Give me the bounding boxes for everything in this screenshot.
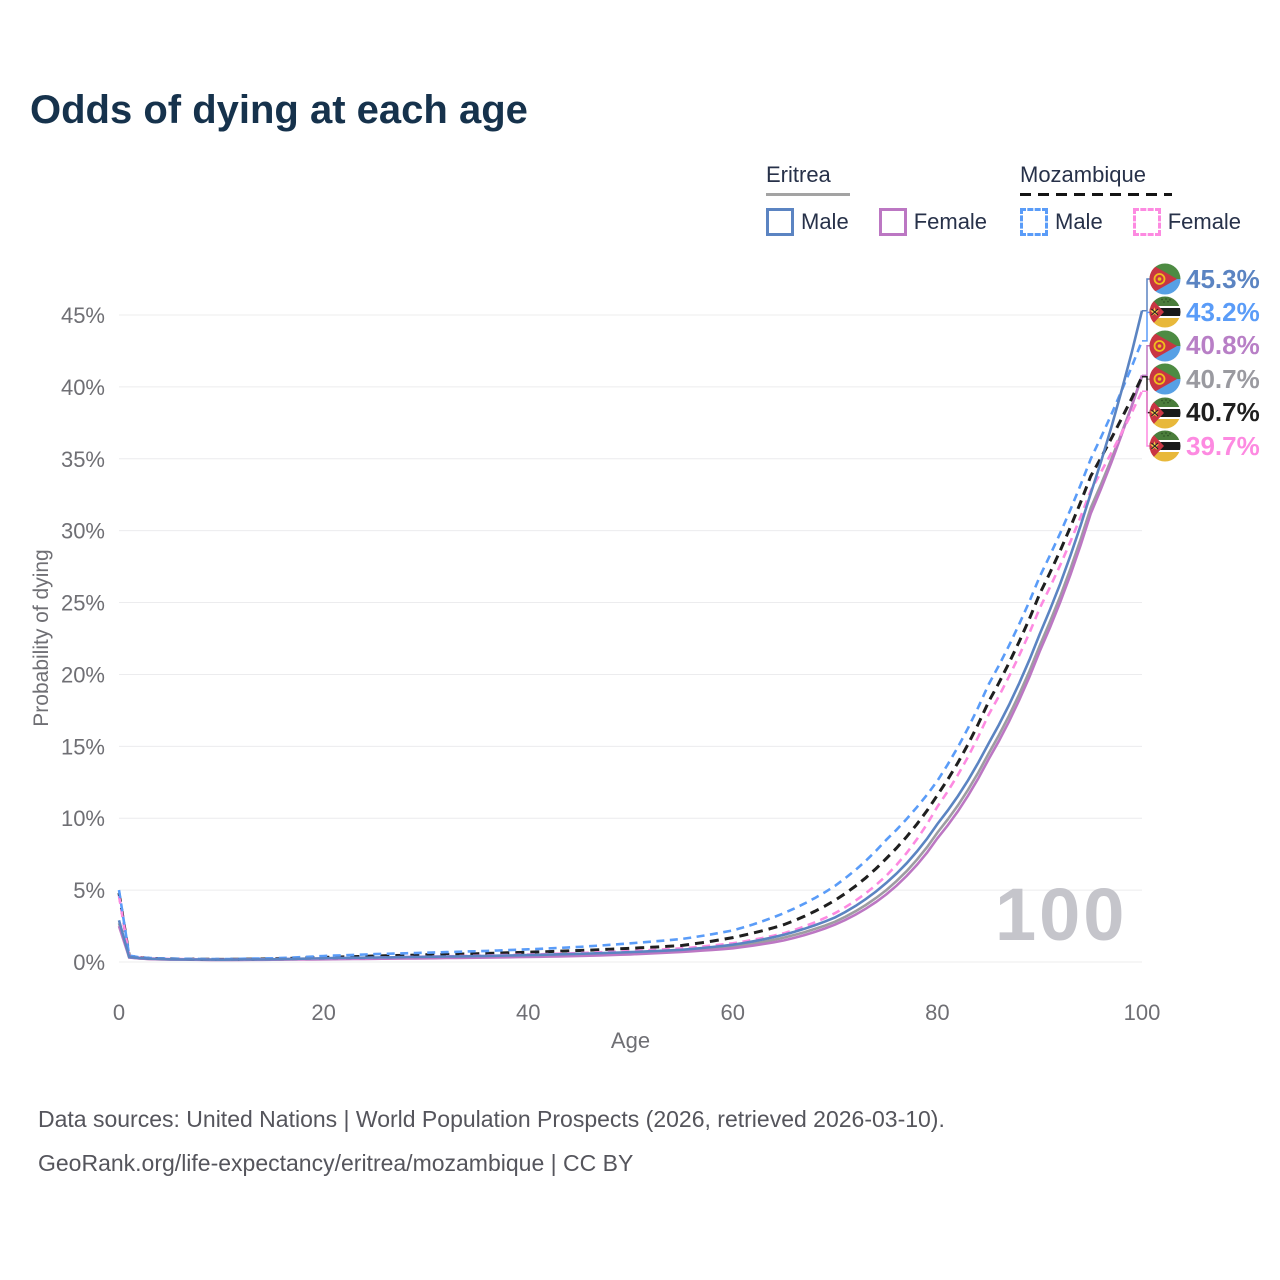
- y-tick-label: 35%: [61, 447, 105, 472]
- legend-item-mozambique-male[interactable]: Male: [1020, 208, 1103, 236]
- y-tick-label: 10%: [61, 806, 105, 831]
- y-tick-label: 5%: [73, 878, 105, 903]
- x-tick-label: 40: [516, 1000, 540, 1025]
- legend-item-label: Female: [913, 209, 988, 234]
- mozambique-flag-icon: [1149, 397, 1181, 429]
- y-tick-label: 40%: [61, 375, 105, 400]
- end-value-label: 40.7%: [1186, 363, 1260, 394]
- end-value-label: 45.3%: [1186, 263, 1260, 294]
- end-label-connector: [1142, 278, 1150, 312]
- legend-item-label: Male: [1055, 209, 1103, 234]
- legend-group-eritrea: Eritrea Male Female: [766, 162, 987, 236]
- y-tick-label: 45%: [61, 303, 105, 328]
- legend-item-eritrea-female[interactable]: Female: [878, 208, 988, 236]
- end-label-row-eritrea-both-sexes: 40.7%: [1149, 363, 1260, 395]
- y-tick-label: 20%: [61, 662, 105, 687]
- end-value-label: 43.2%: [1186, 296, 1260, 327]
- y-tick-label: 25%: [61, 591, 105, 616]
- end-label-row-mozambique-both-sexes: 40.7%: [1149, 397, 1260, 429]
- end-label-connector: [1142, 345, 1150, 377]
- x-tick-label: 80: [925, 1000, 949, 1025]
- end-label-row-mozambique-female: 39.7%: [1149, 430, 1260, 462]
- eritrea-flag-icon: [1149, 263, 1181, 295]
- mozambique-female-swatch-icon: [1132, 208, 1161, 236]
- eritrea-female-swatch-icon: [878, 208, 907, 236]
- eritrea-flag-icon: [1149, 363, 1181, 395]
- x-axis-title: Age: [611, 1028, 650, 1053]
- legend-item-mozambique-female[interactable]: Female: [1132, 208, 1242, 236]
- age-watermark: 100: [995, 873, 1128, 956]
- end-value-label: 40.8%: [1186, 330, 1260, 361]
- mozambique-flag-icon: [1149, 430, 1181, 462]
- y-tick-label: 15%: [61, 734, 105, 759]
- series-line-eritrea-female: [117, 374, 1144, 962]
- footer-data-sources: Data sources: United Nations | World Pop…: [38, 1106, 945, 1132]
- x-tick-label: 0: [113, 1000, 125, 1025]
- series-line-eritrea-both-sexes: [117, 376, 1144, 962]
- legend-group-title: Mozambique: [1020, 162, 1146, 187]
- eritrea-flag-icon: [1149, 330, 1181, 362]
- end-label-connector: [1142, 311, 1150, 342]
- mozambique-male-swatch-icon: [1020, 208, 1048, 236]
- series-line-eritrea-male: [117, 310, 1144, 962]
- end-value-label: 39.7%: [1186, 430, 1260, 461]
- legend-item-label: Female: [1167, 209, 1242, 234]
- end-label-row-mozambique-male: 43.2%: [1149, 296, 1260, 328]
- y-tick-label: 30%: [61, 519, 105, 544]
- end-label-connector: [1142, 390, 1150, 447]
- page-title: Odds of dying at each age: [30, 88, 528, 132]
- x-tick-label: 20: [311, 1000, 335, 1025]
- eritrea-male-swatch-icon: [766, 208, 794, 236]
- footer: Data sources: United Nations | World Pop…: [38, 1106, 945, 1194]
- legend-group-title: Eritrea: [766, 162, 831, 187]
- legend-group-mozambique: Mozambique Male Female: [1020, 162, 1241, 236]
- legend-item-eritrea-male[interactable]: Male: [766, 208, 849, 236]
- end-label-row-eritrea-female: 40.8%: [1149, 330, 1260, 362]
- series-line-mozambique-male: [117, 340, 1144, 961]
- x-tick-label: 60: [721, 1000, 745, 1025]
- mozambique-flag-icon: [1149, 296, 1181, 328]
- footer-attribution: GeoRank.org/life-expectancy/eritrea/moza…: [38, 1150, 634, 1176]
- end-value-label: 40.7%: [1186, 397, 1260, 428]
- eritrea-solid-line-sample: [766, 193, 850, 196]
- series-line-mozambique-female: [117, 390, 1144, 961]
- y-tick-label: 0%: [73, 950, 105, 975]
- x-tick-label: 100: [1124, 1000, 1161, 1025]
- series-line-mozambique-both-sexes: [117, 376, 1144, 961]
- legend-item-label: Male: [801, 209, 849, 234]
- y-axis-title: Probability of dying: [30, 549, 53, 726]
- mozambique-dashed-line-sample: [1020, 193, 1172, 196]
- end-label-row-eritrea-male: 45.3%: [1149, 263, 1260, 295]
